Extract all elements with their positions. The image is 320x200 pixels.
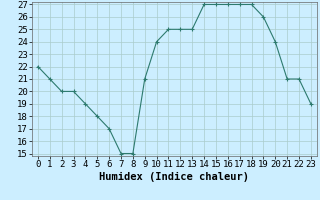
X-axis label: Humidex (Indice chaleur): Humidex (Indice chaleur): [100, 172, 249, 182]
